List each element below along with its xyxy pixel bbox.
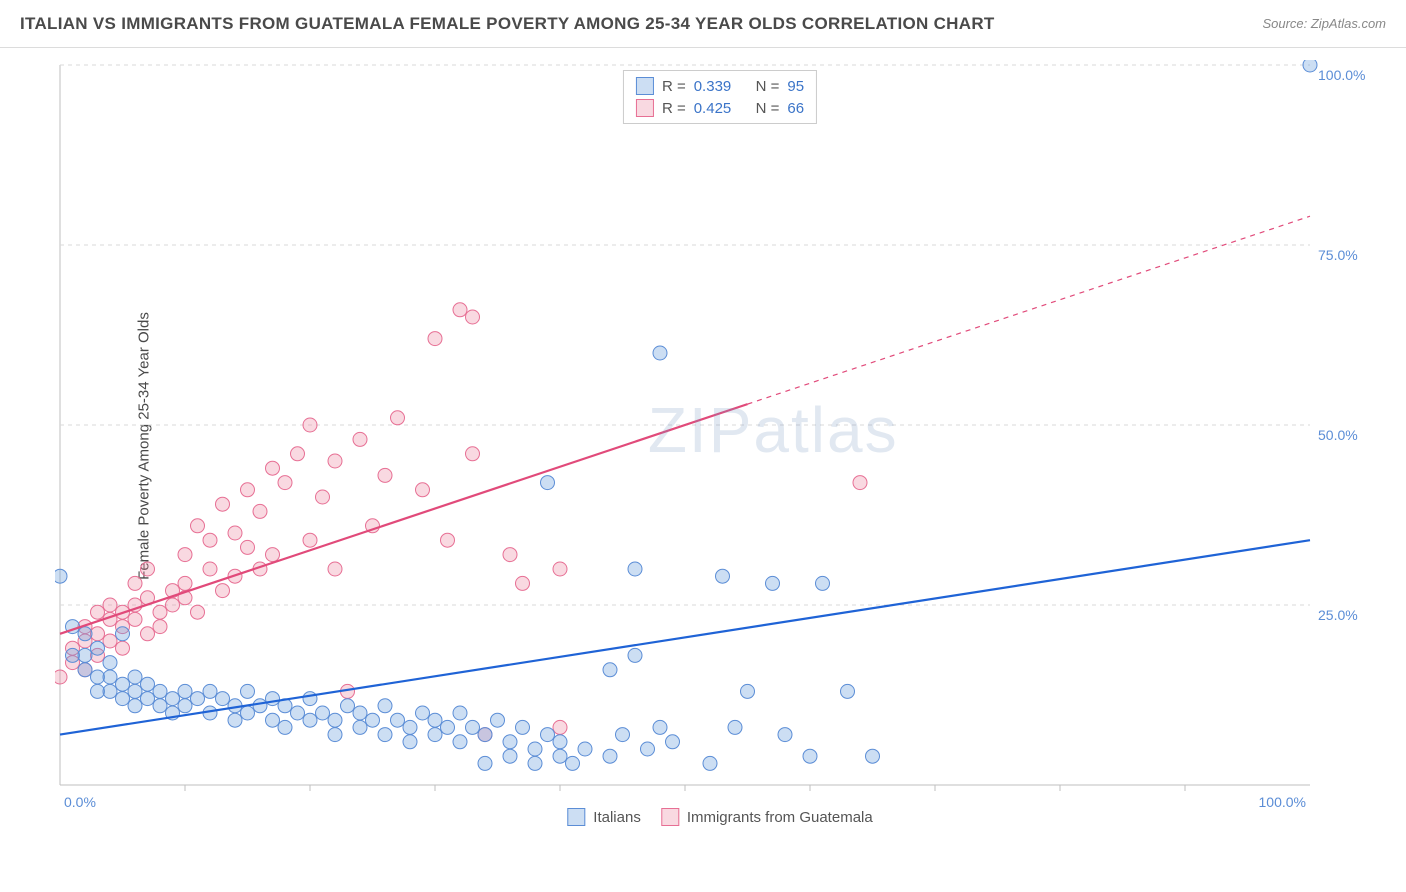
- svg-text:25.0%: 25.0%: [1318, 607, 1358, 623]
- svg-text:75.0%: 75.0%: [1318, 247, 1358, 263]
- plot-area: ZIPatlas R = 0.339 N = 95 R = 0.425 N = …: [55, 60, 1385, 830]
- swatch-guatemala: [661, 808, 679, 826]
- svg-text:100.0%: 100.0%: [1318, 67, 1365, 83]
- r-value-italians: 0.339: [694, 78, 732, 95]
- r-value-guatemala: 0.425: [694, 100, 732, 117]
- svg-text:50.0%: 50.0%: [1318, 427, 1358, 443]
- source-attribution: Source: ZipAtlas.com: [1262, 16, 1386, 31]
- swatch-guatemala: [636, 99, 654, 117]
- n-label: N =: [756, 78, 780, 95]
- legend-label-guatemala: Immigrants from Guatemala: [687, 809, 873, 826]
- n-value-italians: 95: [787, 78, 804, 95]
- legend-row-italians: R = 0.339 N = 95: [636, 75, 804, 97]
- n-label: N =: [756, 100, 780, 117]
- legend-label-italians: Italians: [593, 809, 641, 826]
- correlation-legend: R = 0.339 N = 95 R = 0.425 N = 66: [623, 70, 817, 124]
- legend-item-italians: Italians: [567, 808, 641, 826]
- r-label: R =: [662, 100, 686, 117]
- swatch-italians: [636, 77, 654, 95]
- legend-row-guatemala: R = 0.425 N = 66: [636, 97, 804, 119]
- swatch-italians: [567, 808, 585, 826]
- svg-text:100.0%: 100.0%: [1259, 794, 1306, 810]
- n-value-guatemala: 66: [787, 100, 804, 117]
- legend-item-guatemala: Immigrants from Guatemala: [661, 808, 873, 826]
- scatter-plot-svg: 25.0% 50.0% 75.0% 100.0% 0.0% 100.0%: [55, 60, 1385, 830]
- series-legend: Italians Immigrants from Guatemala: [567, 808, 872, 826]
- r-label: R =: [662, 78, 686, 95]
- title-bar: ITALIAN VS IMMIGRANTS FROM GUATEMALA FEM…: [0, 0, 1406, 48]
- chart-title: ITALIAN VS IMMIGRANTS FROM GUATEMALA FEM…: [20, 14, 995, 34]
- svg-text:0.0%: 0.0%: [64, 794, 96, 810]
